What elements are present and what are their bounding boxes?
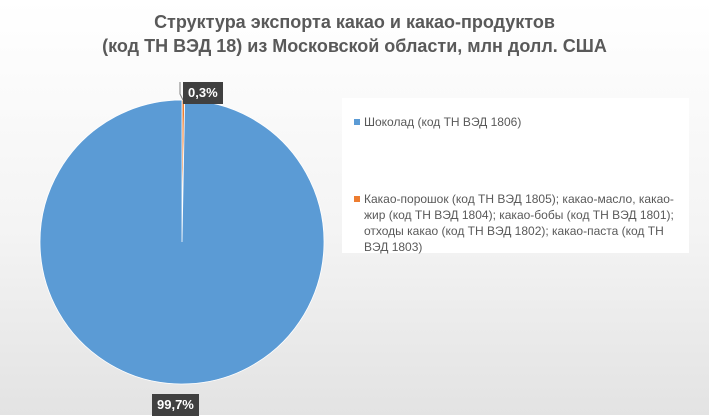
legend-label-chocolate: Шоколад (код ТН ВЭД 1806) — [364, 115, 522, 129]
chart-title: Структура экспорта какао и какао-продукт… — [0, 10, 709, 58]
legend-entry-chocolate: Шоколад (код ТН ВЭД 1806) — [354, 114, 684, 130]
data-label-chocolate: 99,7% — [152, 394, 199, 416]
legend: Шоколад (код ТН ВЭД 1806) Какао-порошок … — [342, 98, 689, 255]
legend-marker-chocolate — [354, 119, 360, 125]
legend-entry-cocoa-products: Какао-порошок (код ТН ВЭД 1805); какао-м… — [354, 191, 684, 255]
chart-title-line-2: (код ТН ВЭД 18) из Московской области, м… — [102, 36, 607, 56]
legend-label-cocoa-products: Какао-порошок (код ТН ВЭД 1805); какао-м… — [364, 192, 674, 254]
data-label-cocoa-products: 0,3% — [183, 82, 223, 104]
legend-marker-cocoa-products — [354, 196, 360, 202]
chart-title-line-1: Структура экспорта какао и какао-продукт… — [154, 12, 555, 32]
pie-slice-chocolate — [39, 99, 325, 385]
leader-line-cocoa-products — [179, 82, 184, 101]
